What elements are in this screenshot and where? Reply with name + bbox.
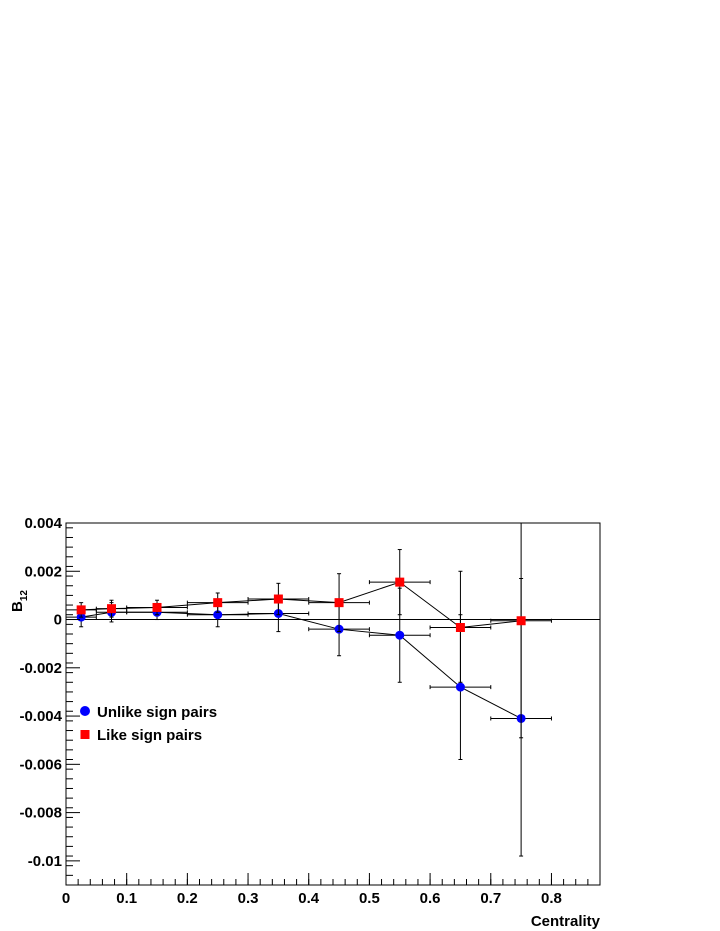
data-point-square [107, 604, 117, 614]
data-point-square [516, 616, 526, 626]
axes: 0 0.1 0.2 0.3 0.4 0.5 0.6 0.7 0.8 -0.01 -0.008 -0.0… [19, 515, 601, 907]
legend: Unlike sign pairs Like sign pairs [80, 704, 217, 744]
x-tick-label: 0.8 [541, 890, 562, 907]
x-tick-label: 0.2 [177, 890, 198, 907]
y-tick-label: -0.002 [19, 660, 62, 677]
x-axis-title: Centrality [531, 913, 601, 930]
data-point-square [334, 598, 344, 608]
y-tick-label: 0.004 [24, 515, 62, 532]
data-point-circle [395, 630, 405, 640]
data-point-square [455, 622, 465, 632]
legend-label-like: Like sign pairs [97, 727, 202, 744]
y-tick-label: -0.004 [19, 708, 62, 725]
y-tick-label: 0.002 [24, 563, 62, 580]
x-tick-label: 0 [62, 890, 70, 907]
y-axis-title-subscript: 12 [19, 590, 30, 602]
series-like-sign-pairs [65, 522, 552, 739]
y-tick-label: -0.008 [19, 805, 62, 822]
series-line [81, 581, 522, 629]
legend-marker-circle [80, 706, 90, 716]
data-point-square [152, 602, 162, 612]
series-layer [65, 522, 552, 857]
legend-label-unlike: Unlike sign pairs [97, 704, 217, 721]
y-tick-label: -0.006 [19, 756, 62, 773]
x-tick-label: 0.3 [238, 890, 259, 907]
data-point-square [76, 605, 86, 615]
y-tick-label: -0.01 [28, 853, 62, 870]
series-line [81, 611, 522, 719]
x-tick-label: 0.1 [116, 890, 137, 907]
data-point-square [273, 594, 283, 604]
data-point-square [213, 598, 223, 608]
data-point-square [395, 577, 405, 587]
legend-entry-like: Like sign pairs [80, 727, 202, 744]
data-point-circle [213, 610, 223, 620]
x-tick-label: 0.6 [420, 890, 441, 907]
x-tick-label: 0.5 [359, 890, 380, 907]
y-axis-title-main: B [9, 601, 26, 612]
x-tick-label: 0.7 [480, 890, 501, 907]
legend-entry-unlike: Unlike sign pairs [80, 704, 217, 721]
legend-marker-square [80, 730, 90, 739]
y-axis-title: B12 [9, 590, 30, 612]
x-tick-label: 0.4 [298, 890, 320, 907]
data-point-circle [455, 682, 465, 692]
y-tick-label: 0 [54, 612, 62, 629]
